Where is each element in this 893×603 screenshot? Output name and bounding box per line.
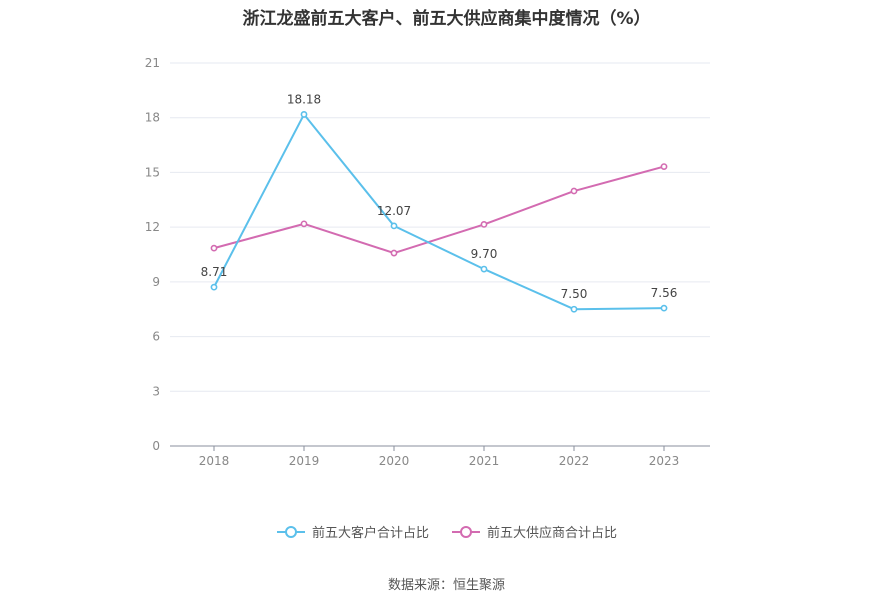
data-point xyxy=(480,221,488,228)
y-tick-label: 18 xyxy=(145,111,160,125)
legend-line-icon xyxy=(452,525,480,538)
data-point xyxy=(570,305,578,313)
data-point xyxy=(660,163,668,170)
y-tick-label: 12 xyxy=(145,220,160,234)
series-line xyxy=(213,113,665,311)
chart-title: 浙江龙盛前五大客户、前五大供应商集中度情况（%） xyxy=(242,9,651,29)
data-label: 8.71 xyxy=(201,265,228,279)
y-tick-label: 0 xyxy=(152,439,160,453)
legend-item[interactable]: 前五大客户合计占比 xyxy=(276,522,429,541)
data-label: 7.56 xyxy=(651,286,678,300)
data-label: 7.50 xyxy=(561,287,588,301)
data-point xyxy=(390,222,398,230)
data-label: 18.18 xyxy=(287,92,321,106)
x-tick-label: 2020 xyxy=(379,454,410,468)
y-tick-label: 15 xyxy=(145,165,160,179)
legend-marker xyxy=(284,525,297,538)
data-point xyxy=(570,187,578,195)
data-point xyxy=(480,265,488,273)
legend-line-icon xyxy=(276,525,305,538)
data-point xyxy=(300,111,308,118)
data-point xyxy=(210,283,218,291)
legend-marker xyxy=(460,525,472,538)
legend-label: 前五大供应商合计占比 xyxy=(487,526,618,541)
data-point xyxy=(300,220,308,228)
legend-item[interactable]: 前五大供应商合计占比 xyxy=(451,522,617,541)
x-tick-label: 2018 xyxy=(199,454,230,468)
legend: 前五大客户合计占比 前五大供应商合计占比 xyxy=(0,522,893,541)
x-tick-label: 2021 xyxy=(469,454,500,468)
y-tick-label: 6 xyxy=(152,330,160,344)
grid-lines xyxy=(170,62,710,392)
legend-label: 前五大客户合计占比 xyxy=(311,526,429,541)
y-tick-label: 21 xyxy=(145,56,160,70)
data-label: 12.07 xyxy=(377,204,411,218)
data-point xyxy=(210,244,218,252)
data-point xyxy=(660,304,668,312)
series-lines xyxy=(210,111,668,313)
x-tick-label: 2023 xyxy=(649,454,680,468)
y-tick-label: 3 xyxy=(152,384,160,398)
data-label: 9.70 xyxy=(471,247,498,261)
x-tick-label: 2019 xyxy=(289,454,320,468)
y-tick-label: 9 xyxy=(152,275,160,289)
data-labels: 8.71 18.18 12.07 9.70 7.50 7.56 xyxy=(201,92,678,301)
data-point xyxy=(390,249,398,257)
x-tick-label: 2022 xyxy=(559,454,590,468)
data-source: 数据来源：恒生聚源 xyxy=(387,578,505,593)
axes: 0 3 6 9 12 15 18 21 2018 2019 2020 2021 2022 2023 xyxy=(145,56,710,468)
series-line xyxy=(213,165,665,255)
